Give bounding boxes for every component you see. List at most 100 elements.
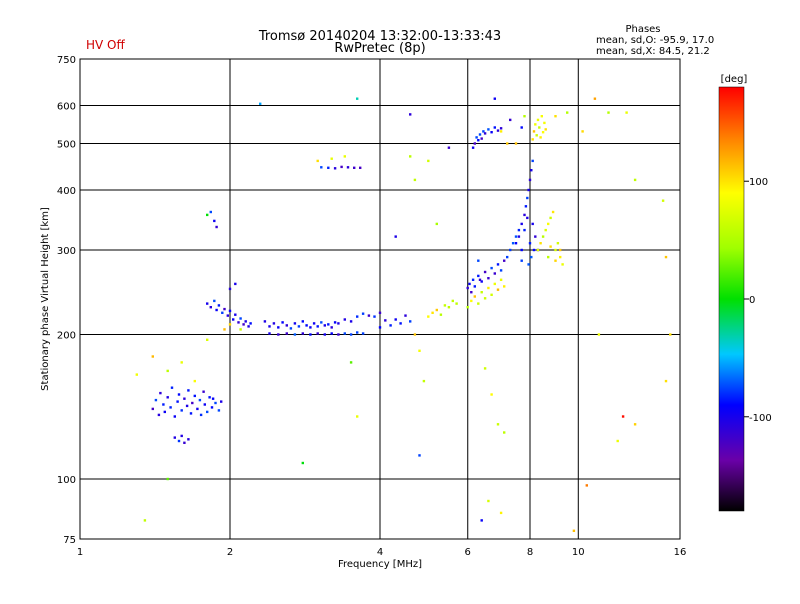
data-point-x-mode: [506, 142, 509, 145]
data-point-o-mode: [301, 332, 304, 335]
data-point-x-mode: [607, 111, 610, 114]
data-point-noise: [166, 477, 169, 481]
data-point-o-mode: [242, 323, 245, 326]
data-point-o-mode: [320, 166, 323, 169]
data-point-noise: [435, 222, 438, 226]
data-point-o-mode: [239, 317, 242, 320]
data-point-x-mode: [559, 255, 562, 259]
data-point-o-mode: [496, 263, 500, 266]
data-point-x-mode: [543, 121, 546, 125]
data-point-o-mode: [309, 333, 312, 336]
data-point-o-mode: [493, 126, 496, 129]
data-point-o-mode: [176, 400, 179, 403]
data-point-x-mode: [541, 131, 545, 134]
data-point-o-mode: [272, 322, 276, 325]
data-point-x-mode: [541, 235, 545, 238]
data-point-o-mode: [470, 291, 473, 294]
data-point-o-mode: [528, 178, 532, 182]
data-point-x-mode: [473, 295, 476, 298]
data-point-o-mode: [389, 324, 392, 327]
colorbar-tick-label: 100: [749, 177, 768, 188]
data-point-o-mode: [477, 274, 480, 278]
data-point-x-mode: [554, 259, 557, 262]
data-point-o-mode: [356, 315, 359, 318]
data-point-o-mode: [268, 325, 271, 328]
data-point-o-mode: [528, 242, 532, 245]
data-point-o-mode: [394, 318, 397, 321]
data-point-o-mode: [361, 332, 365, 335]
data-point-x-mode: [538, 126, 541, 129]
data-point-o-mode: [151, 407, 154, 411]
data-point-x-mode: [625, 111, 628, 114]
y-tick-label: 75: [63, 535, 76, 546]
data-point-o-mode: [159, 391, 162, 395]
data-point-o-mode: [226, 314, 229, 317]
data-point-o-mode: [166, 396, 169, 399]
data-point-x-mode: [539, 136, 542, 139]
chart-title: Tromsø 20140204 13:32:00-13:33:43: [258, 29, 501, 44]
data-point-x-mode: [487, 499, 490, 503]
data-point-x-mode: [547, 222, 550, 226]
data-point-x-mode: [633, 423, 637, 426]
data-point-x-mode: [483, 367, 487, 370]
data-point-o-mode: [316, 332, 319, 335]
data-point-x-mode: [669, 333, 672, 336]
data-point-x-mode: [166, 369, 169, 373]
data-point-o-mode: [493, 272, 496, 275]
data-point-noise: [413, 178, 417, 182]
data-point-x-mode: [556, 242, 560, 245]
data-point-o-mode: [277, 326, 280, 329]
data-point-o-mode: [312, 322, 316, 325]
data-point-o-mode: [285, 324, 288, 327]
axis-ticks: 1 2 4 6 8 10 16 75 100 200 300 400 500 600 750: [57, 55, 686, 558]
data-point-o-mode: [170, 386, 174, 389]
data-point-o-mode: [210, 406, 214, 409]
data-point-x-mode: [477, 302, 480, 305]
data-point-o-mode: [511, 242, 515, 245]
data-point-o-mode: [373, 315, 376, 318]
data-point-o-mode: [530, 169, 533, 172]
data-point-o-mode: [509, 248, 512, 252]
data-point-o-mode: [404, 314, 407, 317]
data-point-o-mode: [215, 225, 218, 229]
data-point-o-mode: [213, 219, 216, 223]
data-point-o-mode: [221, 311, 224, 314]
data-point-x-mode: [661, 199, 665, 202]
data-point-o-mode: [361, 312, 365, 315]
data-point-o-mode: [220, 400, 223, 403]
data-point-o-mode: [215, 308, 218, 312]
data-point-x-mode: [223, 328, 226, 331]
data-point-x-mode: [554, 115, 557, 118]
data-point-x-mode: [551, 210, 555, 214]
data-point-o-mode: [493, 97, 496, 100]
data-point-noise: [621, 415, 625, 418]
data-point-x-mode: [443, 304, 447, 307]
data-point-x-mode: [180, 361, 183, 364]
data-point-x-mode: [532, 130, 536, 133]
data-point-o-mode: [409, 113, 412, 116]
data-point-o-mode: [217, 409, 221, 412]
data-point-o-mode: [514, 235, 518, 238]
data-point-noise: [206, 213, 209, 217]
data-point-noise: [143, 519, 147, 522]
y-axis-label: Stationary phase Virtual Height [km]: [40, 207, 51, 391]
data-point-o-mode: [509, 118, 512, 122]
data-point-noise: [301, 461, 304, 465]
data-point-o-mode: [244, 320, 247, 323]
data-point-o-mode: [468, 282, 471, 286]
data-point-o-mode: [173, 415, 176, 418]
x-tick-label: 2: [227, 547, 233, 558]
data-point-x-mode: [664, 255, 668, 259]
data-point-noise: [597, 333, 601, 336]
colorbar: [718, 86, 745, 512]
x-tick-label: 1: [77, 547, 83, 558]
data-point-o-mode: [309, 326, 312, 329]
data-point-o-mode: [180, 434, 183, 438]
data-point-x-mode: [566, 111, 569, 114]
data-point-o-mode: [203, 403, 206, 406]
data-point-o-mode: [471, 146, 475, 149]
data-point-o-mode: [202, 390, 205, 393]
stats-x-mode: mean, sd,X: 84.5, 21.2: [596, 46, 710, 57]
data-point-o-mode: [490, 131, 493, 134]
